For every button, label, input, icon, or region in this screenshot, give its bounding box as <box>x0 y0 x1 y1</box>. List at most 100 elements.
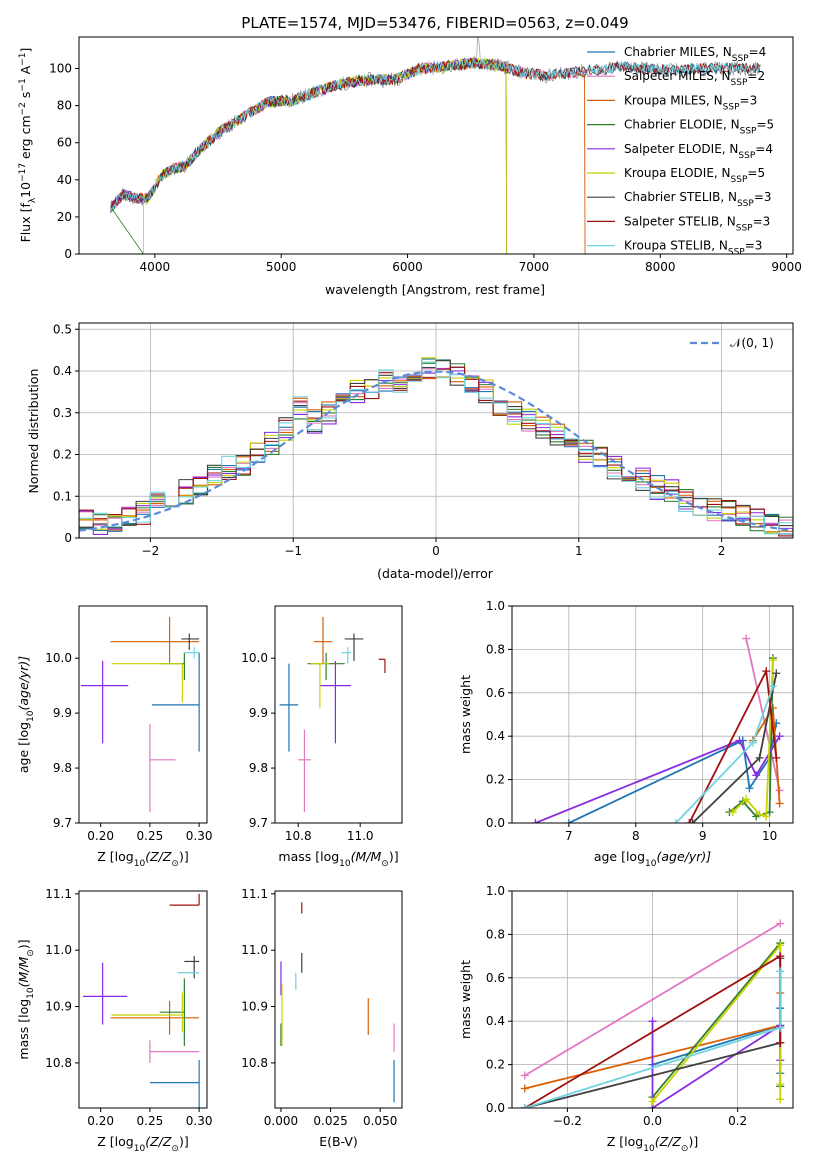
x-tick-label: −2 <box>142 544 160 558</box>
x-tick-label: 10 <box>762 829 777 843</box>
weight-marker <box>775 732 784 741</box>
model-spectrum-kroupa-stelib <box>110 57 761 212</box>
weight-marker <box>776 967 785 976</box>
y-tick-label: 10.9 <box>45 1000 72 1014</box>
y-tick-label: 0.3 <box>53 406 72 420</box>
x-tick-label: 0.30 <box>186 1114 213 1128</box>
weight-marker <box>745 784 754 793</box>
x-tick-label: 9 <box>699 829 707 843</box>
legend-label: Chabrier ELODIE, NSSP=5 <box>624 118 774 137</box>
weight-marker <box>735 736 744 745</box>
weight-marker <box>775 799 784 808</box>
x-tick-label: 11.0 <box>347 829 374 843</box>
panel-residuals: −2 −1 0 1 2 0 0.1 0.2 0.3 0.4 0.5 𝒩(0, 1) (data-mode… <box>26 322 794 581</box>
y-tick-label: 0 <box>64 247 72 261</box>
x-tick-label: 0.050 <box>363 1114 397 1128</box>
normal-curve <box>79 370 793 532</box>
y-tick-label: 10.8 <box>45 1056 72 1070</box>
weight-marker <box>776 1038 785 1047</box>
weight-marker <box>728 808 737 817</box>
y-tick-label: 0.5 <box>53 322 72 336</box>
panel-age-vs-mass: 10.8 11.0 9.7 9.8 9.9 10.0 mass [log10(M/M⊙)] <box>241 605 403 869</box>
weight-marker <box>648 1017 657 1026</box>
plot-area <box>110 37 761 254</box>
weight-marker <box>772 669 781 678</box>
weight-marker <box>755 810 764 819</box>
figure-title: PLATE=1574, MJD=53476, FIBERID=0563, z=0… <box>241 14 628 32</box>
x-axis-label: (data-model)/error <box>377 566 494 581</box>
y-axis-label: mass [log10(M/M⊙)] <box>16 939 36 1059</box>
model-spectrum-salpeter-elodie <box>110 57 508 254</box>
y-tick-label: 9.9 <box>53 706 72 720</box>
weight-marker <box>671 819 680 823</box>
x-tick-label: 9000 <box>771 260 802 274</box>
legend-label: Chabrier STELIB, NSSP=3 <box>624 190 772 209</box>
y-tick-label: 0 <box>64 531 72 545</box>
x-tick-label: 0.20 <box>87 1114 114 1128</box>
x-tick-label: 0.025 <box>313 1114 347 1128</box>
y-tick-label: 9.8 <box>53 761 72 775</box>
legend-label: 𝒩(0, 1) <box>730 336 774 350</box>
y-tick-label: 11.1 <box>241 887 268 901</box>
x-tick-label: 0.000 <box>264 1114 298 1128</box>
x-tick-label: −1 <box>284 544 302 558</box>
x-axis-label: Z [log10(Z/Z⊙)] <box>97 849 188 869</box>
y-tick-label: 0.6 <box>486 686 505 700</box>
weight-marker <box>768 656 777 665</box>
weight-line-salpeter-miles <box>524 922 781 1077</box>
panel-mass-vs-EBV: 0.000 0.025 0.050 10.8 10.9 11.0 11.1 E(B-V) <box>241 887 403 1149</box>
y-tick-label: 1.0 <box>486 599 505 613</box>
plot-area <box>80 616 200 813</box>
y-tick-label: 20 <box>57 210 72 224</box>
legend-label: Kroupa MILES, NSSP=3 <box>624 93 757 112</box>
y-axis-label: age [log10(age/yr)] <box>16 656 36 773</box>
y-tick-label: 40 <box>57 173 72 187</box>
weight-marker <box>768 682 777 691</box>
x-tick-label: 5000 <box>266 260 297 274</box>
weight-marker <box>776 1095 785 1104</box>
y-tick-label: 9.8 <box>249 761 268 775</box>
y-tick-label: 9.7 <box>53 816 72 830</box>
weight-marker <box>752 771 761 780</box>
plot-area <box>280 902 395 1103</box>
x-tick-label: 10.8 <box>285 829 312 843</box>
plot-area <box>531 634 784 823</box>
y-tick-label: 0.2 <box>486 773 505 787</box>
axes-frame <box>78 890 208 1109</box>
x-axis-label: age [log10(age/yr)] <box>594 849 711 869</box>
weight-line-chabrier-miles <box>568 723 778 823</box>
weight-marker <box>564 819 573 823</box>
weight-marker <box>776 952 785 961</box>
y-tick-label: 10.0 <box>241 651 268 665</box>
legend-label: Salpeter ELODIE, NSSP=4 <box>624 142 773 161</box>
x-axis-label: E(B-V) <box>319 1134 358 1149</box>
model-spectrum-salpeter-miles <box>110 58 586 254</box>
y-tick-label: 10.9 <box>241 1000 268 1014</box>
weight-marker <box>748 738 757 747</box>
panel-age-vs-Z: 0.20 0.25 0.30 9.7 9.8 9.9 10.0 Z [log10(Z/Z⊙)]… <box>16 605 212 869</box>
y-axis-label: mass weight <box>458 960 473 1039</box>
x-tick-label: 0.2 <box>728 1114 747 1128</box>
x-tick-label: 2 <box>718 544 726 558</box>
x-tick-label: 0.20 <box>87 829 114 843</box>
weight-marker <box>772 753 781 762</box>
y-tick-label: 80 <box>57 99 72 113</box>
y-tick-label: 0.4 <box>53 364 72 378</box>
y-tick-label: 0.4 <box>486 1014 505 1028</box>
weight-marker <box>762 667 771 676</box>
panel-mass-weight-vs-Z: −0.2 0.0 0.2 0.0 0.2 0.4 0.6 0.8 1.0 Z [log10(Z/Z… <box>458 884 794 1154</box>
y-tick-label: 100 <box>49 62 72 76</box>
x-tick-label: 6000 <box>392 260 423 274</box>
weight-line-kroupa-elodie <box>651 942 782 1103</box>
x-tick-label: 4000 <box>140 260 171 274</box>
panel-spectrum: 4000 5000 6000 7000 8000 9000 0 20 40 60 80 100 Chab… <box>18 36 802 297</box>
y-tick-label: 0.6 <box>486 971 505 985</box>
legend-label: Salpeter STELIB, NSSP=3 <box>624 214 770 233</box>
weight-marker <box>520 1071 529 1080</box>
y-tick-label: 11.0 <box>241 943 268 957</box>
y-tick-label: 11.0 <box>45 943 72 957</box>
y-tick-label: 0.4 <box>486 729 505 743</box>
y-tick-label: 0.2 <box>53 448 72 462</box>
x-tick-label: 0 <box>432 544 440 558</box>
